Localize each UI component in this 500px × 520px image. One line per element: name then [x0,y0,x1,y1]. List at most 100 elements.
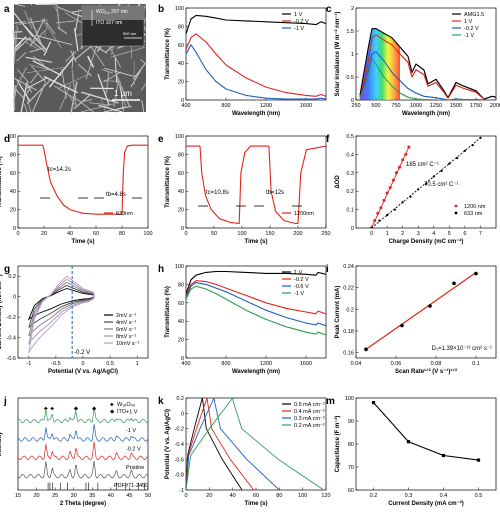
panel-a: a WO3-x 207 nm ITO 107 nm 500 nm 1 μm [4,3,147,113]
sem-fiber [25,56,53,63]
y-tick-label: 80 [348,442,354,448]
legend-marker [454,211,458,215]
legend-entry: -0.6 V [294,284,309,290]
sem-fiber [26,82,33,93]
scatter-point [440,169,443,173]
sem-fiber [55,20,76,24]
cv-loop-4 [28,275,95,354]
x-tick-label: 0 [81,361,84,367]
y-tick-label: 40 [178,319,184,325]
scatter-point [452,281,456,286]
y-tick-label: 40 [10,189,16,195]
sem-fiber [26,79,52,105]
sem-fiber [41,18,62,48]
x-tick-label: 1750 [470,103,482,109]
x-tick-label: 1 [386,231,389,237]
annotation-coloring-time: tc=10.8s [206,190,229,196]
y-tick-label: 1 [351,52,354,58]
series-line-+1 V [18,407,148,424]
x-tick-label: 80 [119,231,125,237]
plot-area [27,275,95,354]
y-tick-label: 0 [181,411,184,417]
capacitance-line [373,402,479,461]
peak-marker: ◆ [74,406,79,412]
sem-fiber [67,93,76,105]
x-tick-label: 35 [89,493,95,499]
y-tick-label: 0.2 [8,274,16,280]
sem-fiber [141,100,145,113]
y-tick-label: 60 [348,488,354,494]
y-tick-label: 80 [178,282,184,288]
sem-fiber [18,19,48,25]
series-label: Pristine [126,465,144,471]
sem-fiber [49,57,74,88]
sem-fiber [114,56,118,83]
x-tick-label: 0 [184,231,187,237]
y-axis-label: Capacitance (F m⁻²) [334,416,341,473]
scatter-point [476,458,481,462]
y-axis-label: ΔOD [335,175,341,189]
chart-e: e 0 50 100 150 200 250 0 20 40 60 80 100 Time (s) Tran… [158,134,331,245]
sem-fiber [120,86,124,112]
sem-inset-scale-label: 500 nm [123,31,137,36]
series-line--0.2 V [18,441,148,460]
panel-label-m: m [326,396,335,407]
legend-entry: 10mV s⁻¹ [116,341,140,347]
y-tick-label: 0.2 [346,307,354,313]
x-tick-label: 50 [145,493,151,499]
sem-fiber [24,103,28,113]
sem-fiber [87,55,94,68]
y-tick-label: 100 [175,6,184,12]
sem-fiber [130,69,142,88]
sem-inset-label-2: ITO 107 nm [96,20,122,26]
sem-fiber [52,3,60,16]
legend-entry: 1200nm [294,211,314,217]
y-tick-label: 20 [178,338,184,344]
sem-fiber [80,103,114,113]
plot-area [370,136,482,228]
x-tick-label: 0 [184,493,187,499]
x-axis-label: Wavelength (nm) [232,369,280,375]
plot-area [186,398,324,490]
sem-fiber [13,77,37,91]
x-tick-label: 20 [41,231,47,237]
y-axis-label: Transmittance (%) [0,156,3,208]
sem-fiber [103,71,122,83]
scatter-point [428,304,432,308]
chart-h: h 400 800 1200 1600 0 20 40 60 80 100 Wavelength (n… [158,264,327,375]
x-tick-label: 4 [432,231,435,237]
x-tick-label: 20 [206,493,212,499]
x-tick-label: 40 [67,231,73,237]
y-tick-label: 0 [351,98,354,104]
annotation-coloring-time: tc=14.2s [48,167,71,173]
y-tick-label: 2 [351,6,354,12]
plot-frame [185,265,327,359]
y-tick-label: 60 [178,43,184,49]
y-tick-label: 0.3 [346,171,354,177]
y-tick-label: 40 [178,61,184,67]
legend-entry: 633nm [116,211,133,217]
sem-fiber [43,41,51,56]
chart-g: g -1 -0.5 0 0.5 1 -0.6 -0.4 -0.2 0 0.2 Potential (V… [0,264,149,375]
y-tick-label: 60 [10,171,16,177]
y-tick-label: 0 [13,295,16,301]
slope-annotation-1200: 185 cm² C⁻¹ [406,162,439,168]
panel-label-i: i [326,264,329,275]
peak-marker: ♣ [50,406,54,412]
x-tick-label: 0 [370,231,373,237]
series-line-AMG1.5 [359,28,496,100]
panel-label-h: h [158,264,164,275]
legend-entry: -0.2 V [294,19,309,25]
visible-spectrum-band [360,28,400,100]
x-tick-label: 0.5 [475,493,483,499]
sem-fiber [14,67,28,90]
y-tick-label: 100 [175,264,184,270]
x-tick-label: 5 [448,231,451,237]
sem-fiber [29,17,44,48]
x-tick-label: 1 [136,361,139,367]
x-tick-label: 0.4 [440,493,448,499]
sem-fiber [30,73,38,84]
sem-fiber [13,84,16,96]
legend-entry: 0.4 mA cm⁻² [294,409,325,415]
x-tick-label: 400 [181,361,190,367]
